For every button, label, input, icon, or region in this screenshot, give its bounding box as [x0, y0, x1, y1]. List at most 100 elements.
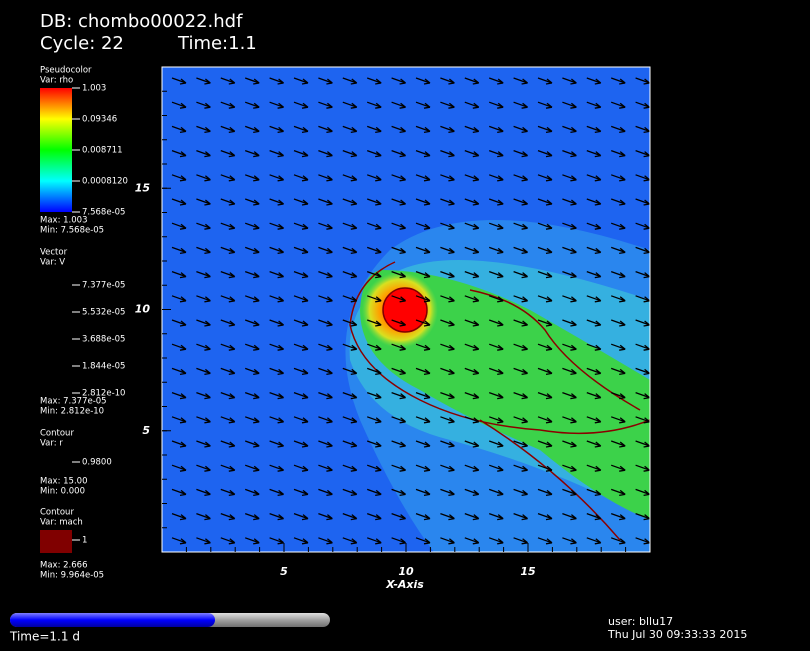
- vector-arrow: [562, 174, 577, 182]
- vector-arrow: [537, 125, 553, 134]
- contour-swatch: [40, 530, 72, 553]
- vector-arrow: [244, 440, 260, 448]
- vector-arrow: [537, 464, 553, 472]
- vector-arrow: [342, 367, 358, 376]
- vector-arrow: [244, 464, 260, 472]
- legend-min: Min: 7.568e-05: [40, 226, 104, 236]
- vector-arrow: [537, 367, 553, 376]
- vector-arrow: [366, 295, 382, 303]
- vector-arrow: [610, 440, 626, 448]
- vector-arrow: [586, 149, 602, 158]
- vector-arrow: [220, 77, 236, 85]
- vector-arrow: [220, 416, 236, 424]
- vector-arrow: [342, 174, 358, 182]
- vector-arrow: [586, 464, 602, 472]
- vector-arrow: [366, 77, 382, 85]
- vector-arrow: [293, 125, 309, 134]
- vector-arrow: [586, 101, 602, 109]
- vector-arrow: [586, 295, 602, 303]
- vector-arrow: [244, 77, 260, 85]
- vector-arrow: [415, 512, 431, 521]
- vector-arrow: [391, 440, 407, 448]
- vector-arrow: [537, 319, 553, 327]
- vector-arrow: [244, 319, 260, 327]
- vector-arrow: [562, 512, 577, 521]
- vector-arrow: [220, 464, 236, 472]
- vector-arrow: [635, 416, 650, 424]
- vector-arrow: [586, 343, 602, 351]
- vector-arrow: [562, 343, 577, 351]
- vector-arrow: [342, 416, 358, 424]
- vector-arrow: [391, 512, 407, 521]
- db-title: DB: chombo00022.hdf: [40, 11, 243, 32]
- vector-arrow: [269, 125, 285, 134]
- vector-arrow: [464, 319, 480, 327]
- vector-arrow: [244, 343, 260, 351]
- vector-arrow: [318, 101, 333, 109]
- vector-arrow: [366, 464, 382, 472]
- vector-arrow: [464, 391, 480, 400]
- vector-arrow: [562, 488, 577, 497]
- vector-arrow: [537, 343, 553, 351]
- vector-arrow: [488, 174, 504, 182]
- vector-arrow: [269, 222, 285, 230]
- vector-arrow: [586, 270, 602, 279]
- vector-arrow: [196, 246, 211, 255]
- vector-arrow: [513, 295, 529, 303]
- vector-arrow: [171, 319, 187, 327]
- vector-arrow: [440, 270, 455, 279]
- legend-min: Min: 0.000: [40, 487, 85, 497]
- vector-arrow: [464, 125, 480, 134]
- vector-arrow: [610, 77, 626, 85]
- vector-arrow: [464, 149, 480, 158]
- vector-arrow: [488, 125, 504, 134]
- time-slider-fill[interactable]: [10, 613, 215, 627]
- vector-arrow: [342, 391, 358, 400]
- vector-arrow: [586, 367, 602, 376]
- vector-arrow: [415, 319, 431, 327]
- vector-arrow: [391, 174, 407, 182]
- vector-arrow: [464, 464, 480, 472]
- vector-arrow: [220, 246, 236, 255]
- vector-arrow: [318, 416, 333, 424]
- vector-arrow: [440, 246, 455, 255]
- vector-arrow: [488, 149, 504, 158]
- vector-arrow: [366, 512, 382, 521]
- vector-arrow: [440, 343, 455, 351]
- legend-var: Var: rho: [40, 76, 73, 86]
- vector-arrow: [196, 270, 211, 279]
- vector-arrow: [537, 295, 553, 303]
- vector-arrow: [610, 125, 626, 134]
- legend-label: 1: [82, 536, 87, 546]
- vector-arrow: [269, 464, 285, 472]
- vector-arrow: [244, 270, 260, 279]
- vector-arrow: [196, 512, 211, 521]
- vector-arrow: [488, 198, 504, 206]
- vector-arrow: [391, 149, 407, 158]
- legend-label: 0.0008120: [82, 177, 128, 187]
- vector-arrow: [635, 367, 650, 376]
- vector-arrow: [220, 295, 236, 303]
- legend-var: Var: r: [40, 439, 63, 449]
- vector-arrow: [171, 367, 187, 376]
- vector-arrow: [244, 537, 260, 545]
- vector-arrow: [342, 295, 358, 303]
- vector-arrow: [269, 77, 285, 85]
- vector-arrow: [610, 537, 626, 545]
- vector-arrow: [562, 222, 577, 230]
- vector-arrow: [244, 512, 260, 521]
- vector-arrow: [342, 319, 358, 327]
- vector-arrow: [562, 440, 577, 448]
- vector-arrow: [562, 391, 577, 400]
- vector-arrow: [196, 198, 211, 206]
- vector-arrow: [293, 295, 309, 303]
- vector-arrow: [440, 440, 455, 448]
- vector-arrow: [391, 416, 407, 424]
- vector-arrow: [269, 174, 285, 182]
- vector-arrow: [635, 149, 650, 158]
- vector-arrow: [269, 270, 285, 279]
- vector-arrow: [610, 246, 626, 255]
- vector-arrow: [537, 77, 553, 85]
- vector-arrow: [513, 77, 529, 85]
- vector-arrow: [610, 464, 626, 472]
